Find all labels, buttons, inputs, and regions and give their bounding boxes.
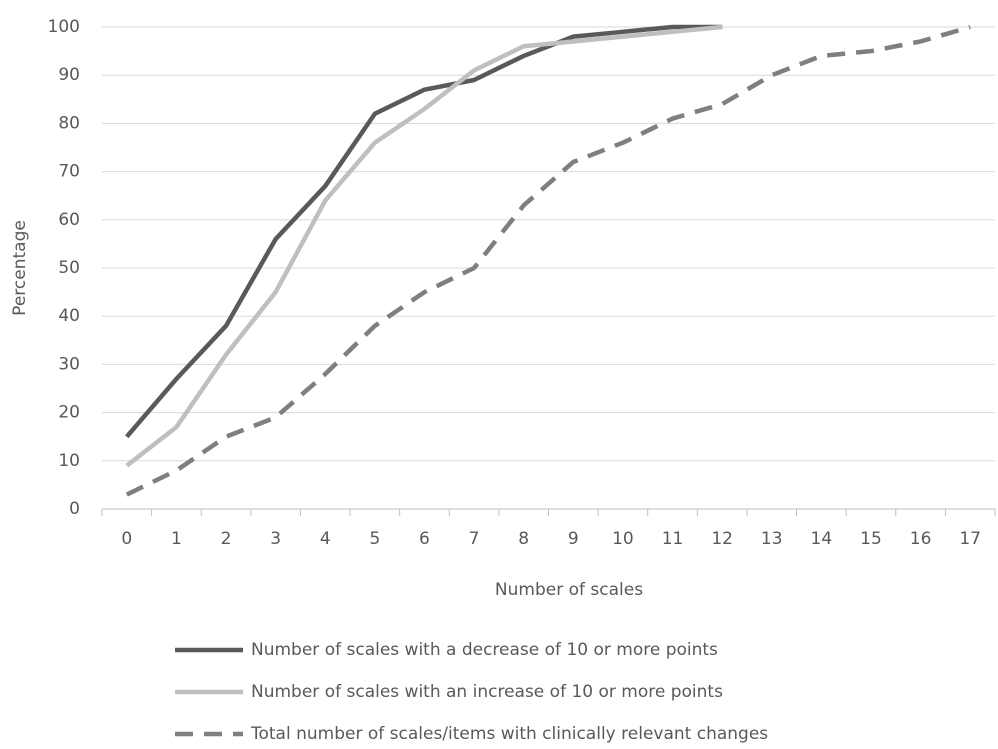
y-tick-label: 90 bbox=[58, 65, 80, 85]
y-tick-label: 40 bbox=[58, 306, 80, 326]
x-tick-label: 6 bbox=[419, 529, 430, 549]
y-tick-label: 30 bbox=[58, 354, 80, 374]
x-tick-label: 1 bbox=[171, 529, 182, 549]
y-tick-label: 70 bbox=[58, 162, 80, 182]
y-axis-label: Percentage bbox=[10, 220, 30, 316]
series-line bbox=[125, 24, 723, 439]
x-tick-label: 11 bbox=[662, 529, 684, 549]
x-tick-label: 0 bbox=[121, 529, 132, 549]
x-tick-label: 17 bbox=[959, 529, 981, 549]
y-tick-label: 60 bbox=[58, 210, 80, 230]
x-axis-label: Number of scales bbox=[495, 580, 643, 600]
legend-label: Number of scales with an increase of 10 … bbox=[251, 682, 723, 702]
x-tick-label: 13 bbox=[761, 529, 783, 549]
y-tick-label: 100 bbox=[48, 17, 80, 37]
x-tick-label: 8 bbox=[518, 529, 529, 549]
x-tick-label: 16 bbox=[910, 529, 932, 549]
x-tick-label: 12 bbox=[711, 529, 733, 549]
x-tick-label: 15 bbox=[860, 529, 882, 549]
y-tick-label: 80 bbox=[58, 113, 80, 133]
y-tick-label: 50 bbox=[58, 258, 80, 278]
x-tick-label: 7 bbox=[469, 529, 480, 549]
y-tick-label: 10 bbox=[58, 451, 80, 471]
series-line bbox=[125, 24, 723, 468]
legend-label: Total number of scales/items with clinic… bbox=[250, 724, 768, 744]
y-tick-label: 0 bbox=[69, 499, 80, 519]
x-tick-label: 14 bbox=[811, 529, 833, 549]
x-tick-label: 2 bbox=[221, 529, 232, 549]
x-tick-label: 9 bbox=[568, 529, 579, 549]
x-tick-label: 3 bbox=[270, 529, 281, 549]
x-tick-label: 10 bbox=[612, 529, 634, 549]
series-line bbox=[125, 24, 971, 497]
y-tick-label: 20 bbox=[58, 403, 80, 423]
x-tick-label: 4 bbox=[320, 529, 331, 549]
x-tick-label: 5 bbox=[369, 529, 380, 549]
legend-label: Number of scales with a decrease of 10 o… bbox=[251, 640, 718, 660]
